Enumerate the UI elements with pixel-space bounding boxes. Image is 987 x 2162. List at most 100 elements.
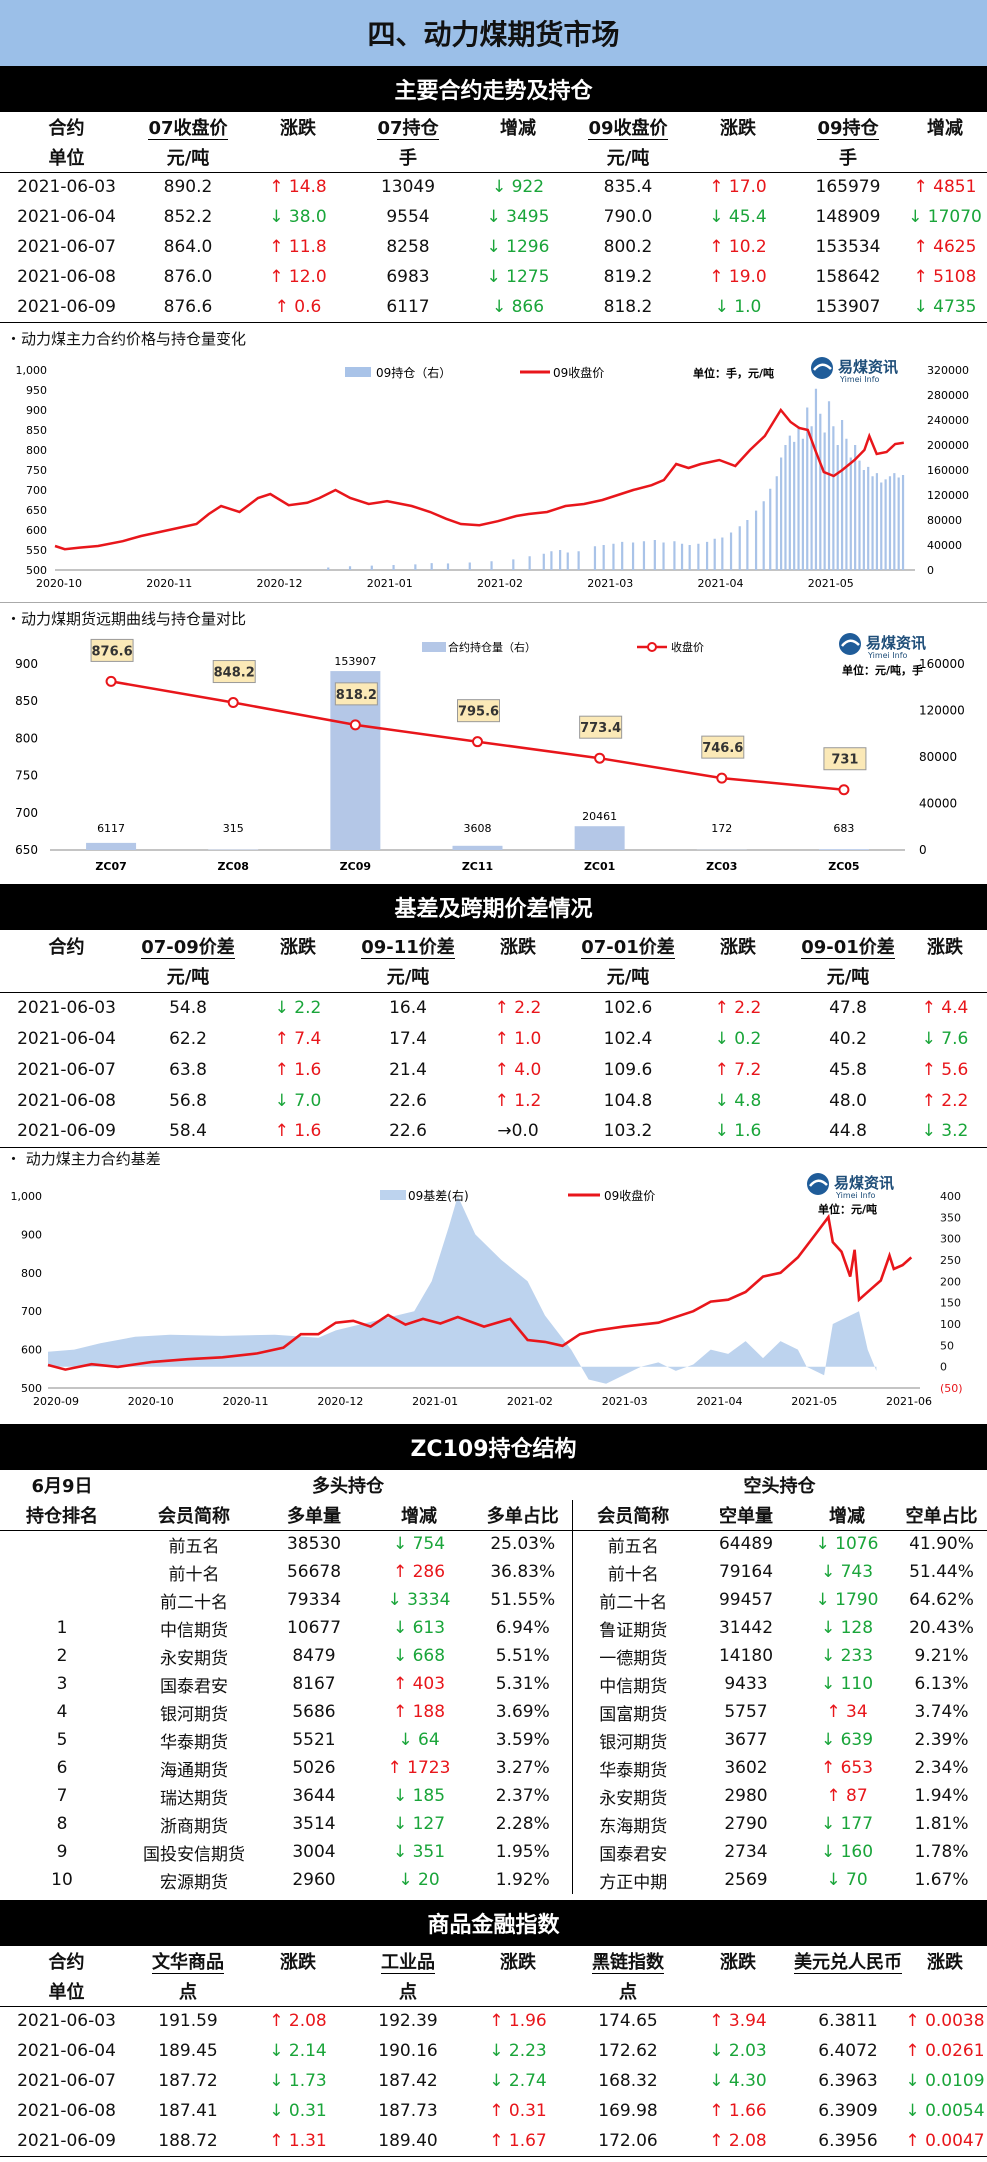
value-cell: ↑ 2.08 bbox=[683, 2126, 793, 2157]
price-label-box bbox=[212, 660, 256, 684]
value-cell: 864.0 bbox=[163, 237, 213, 257]
value-cell: ↑ 5.6 bbox=[921, 1059, 969, 1080]
table-row: 1 中信期货 10677 ↓ 613 6.94% 鲁证期货 31442 ↓ 128 20.43% bbox=[0, 1614, 987, 1642]
value-cell: ↑ 7.2 bbox=[714, 1059, 762, 1080]
x-tick-label: 2021-02 bbox=[507, 1395, 553, 1408]
value-cell: 22.6 bbox=[353, 1116, 463, 1148]
value-cell: ↑ 4625 bbox=[913, 237, 977, 257]
price-oi-chart: 500 550 600 650 700 750 800 850 900 950 1,000 0 4000… bbox=[0, 348, 987, 603]
price-data-label: 795.6 bbox=[458, 705, 499, 720]
logo-subtext: Yimei Info bbox=[839, 375, 880, 384]
value-cell: 永安期货 bbox=[160, 1648, 228, 1669]
value-cell: 2734 bbox=[724, 1842, 768, 1862]
col-header: 持仓排名 bbox=[0, 1500, 124, 1531]
value-cell: ↓ 2.14 bbox=[269, 2041, 327, 2061]
value-cell: ↓ 185 bbox=[392, 1786, 446, 1806]
table-row: 2021-06-07 864.0 ↑ 11.8 8258 ↓ 1296 800.2 ↑ 10… bbox=[0, 232, 987, 262]
x-tick-label: 2021-04 bbox=[696, 1395, 742, 1408]
price-label-box bbox=[823, 747, 867, 771]
value-cell: 8258 bbox=[386, 237, 430, 257]
value-cell: 中信期货 bbox=[160, 1620, 228, 1641]
unit-label: 单位：元/吨，手 bbox=[842, 663, 923, 677]
value-cell: ↑ 403 bbox=[392, 1674, 446, 1694]
price-data-label: 731 bbox=[831, 753, 858, 768]
value-cell: ↓ 2.2 bbox=[274, 997, 322, 1018]
value-cell: ↓ 20 bbox=[398, 1870, 440, 1890]
oi-bar bbox=[806, 407, 809, 570]
value-cell: 40.2 bbox=[829, 1028, 867, 1049]
unit-cell bbox=[463, 961, 573, 993]
value-cell: ↑ 10.2 bbox=[709, 237, 767, 257]
value-cell: 852.2 bbox=[163, 207, 213, 227]
y2-tick-label: 300 bbox=[940, 1233, 961, 1246]
value-cell: 79164 bbox=[718, 1562, 774, 1582]
unit-cell bbox=[463, 1976, 573, 2007]
oi-bar bbox=[823, 432, 826, 570]
value-cell: 51.44% bbox=[909, 1562, 974, 1582]
value-cell: ↑ 17.0 bbox=[709, 177, 767, 198]
value-cell: ↑ 1723 bbox=[387, 1758, 451, 1778]
value-cell: 38530 bbox=[286, 1534, 342, 1555]
value-cell: ↓ 613 bbox=[392, 1618, 446, 1638]
legend-line-label: 09收盘价 bbox=[553, 365, 604, 380]
value-cell: 189.40 bbox=[353, 2126, 463, 2157]
y-tick-label: 850 bbox=[15, 694, 38, 708]
value-cell: 2.39% bbox=[914, 1730, 969, 1750]
oi-bar bbox=[621, 541, 624, 570]
value-cell: 10677 bbox=[286, 1618, 342, 1638]
oi-bar bbox=[888, 476, 892, 570]
oi-bar bbox=[542, 553, 545, 570]
oi-bar bbox=[854, 445, 857, 570]
x-tick-label: 2020-09 bbox=[33, 1395, 79, 1408]
bar-data-label: 3608 bbox=[464, 822, 492, 835]
price-data-label: 818.2 bbox=[336, 688, 377, 703]
value-cell: 104.8 bbox=[603, 1090, 653, 1111]
y2-tick-label: 150 bbox=[940, 1297, 961, 1310]
value-cell: 前十名 bbox=[168, 1564, 220, 1585]
col-header: 会员简称 bbox=[571, 1500, 694, 1531]
value-cell: 浙商期货 bbox=[160, 1816, 228, 1837]
oi-bar bbox=[642, 541, 646, 570]
value-cell: 102.6 bbox=[603, 997, 653, 1018]
legend-area-label: 09基差(右) bbox=[408, 1188, 469, 1203]
value-cell: ↓ 1275 bbox=[486, 267, 550, 287]
short-label: 空头持仓 bbox=[743, 1476, 816, 1497]
value-cell: 800.2 bbox=[603, 237, 653, 257]
x-tick-label: 2021-03 bbox=[587, 577, 633, 590]
oi-bar bbox=[392, 565, 395, 570]
oi-bar bbox=[754, 510, 758, 570]
col-header: 增减 bbox=[500, 118, 536, 139]
rank-cell: 3 bbox=[56, 1674, 68, 1694]
value-cell: ↓ 7.0 bbox=[274, 1090, 322, 1111]
y2-tick-label: 350 bbox=[940, 1211, 961, 1224]
table-row: 2021-06-04 852.2 ↓ 38.0 9554 ↓ 3495 790.0 ↓ 45… bbox=[0, 202, 987, 232]
value-cell: 国泰君安 bbox=[571, 1838, 694, 1866]
header-row: 合约 07收盘价 涨跌 07持仓 增减 09收盘价 涨跌 09持仓 增减 bbox=[0, 112, 987, 142]
section-title-index: 商品金融指数 bbox=[0, 1900, 987, 1946]
rank-cell: 6 bbox=[56, 1758, 68, 1778]
value-cell: ↓ 7.6 bbox=[921, 1028, 969, 1049]
logo-text: 易煤资讯 bbox=[834, 1174, 894, 1192]
x-tick-label: 2021-03 bbox=[602, 1395, 648, 1408]
value-cell: ↓ 0.2 bbox=[714, 1028, 762, 1049]
logo-swoosh bbox=[813, 363, 832, 371]
oi-bar bbox=[788, 435, 791, 570]
rank-cell: 2 bbox=[56, 1646, 68, 1666]
y2-tick-label: 0 bbox=[927, 564, 934, 577]
oi-bar bbox=[897, 477, 900, 570]
price-line bbox=[47, 1213, 913, 1371]
oi-bar bbox=[713, 538, 716, 570]
value-cell: 21.4 bbox=[389, 1059, 427, 1080]
col-header: 09持仓 bbox=[817, 118, 879, 140]
legend-bar-swatch bbox=[422, 642, 446, 652]
value-cell: ↓ 127 bbox=[392, 1814, 446, 1834]
unit-row: 单位 元/吨手元/吨手 bbox=[0, 142, 987, 173]
oi-bar bbox=[832, 426, 835, 570]
value-cell: ↑ 0.0047 bbox=[903, 2126, 987, 2157]
rank-cell: 10 bbox=[51, 1870, 73, 1890]
table-row: 5 华泰期货 5521 ↓ 64 3.59% 银河期货 3677 ↓ 639 2.39% bbox=[0, 1726, 987, 1754]
table-row: 2021-06-08 876.0 ↑ 12.0 6983 ↓ 1275 819.2 ↑ 19… bbox=[0, 262, 987, 292]
oi-bar bbox=[688, 545, 691, 570]
value-cell: 2.34% bbox=[914, 1758, 969, 1778]
table-row: 2021-06-09 188.72 ↑ 1.31 189.40 ↑ 1.67 172.06… bbox=[0, 2126, 987, 2157]
